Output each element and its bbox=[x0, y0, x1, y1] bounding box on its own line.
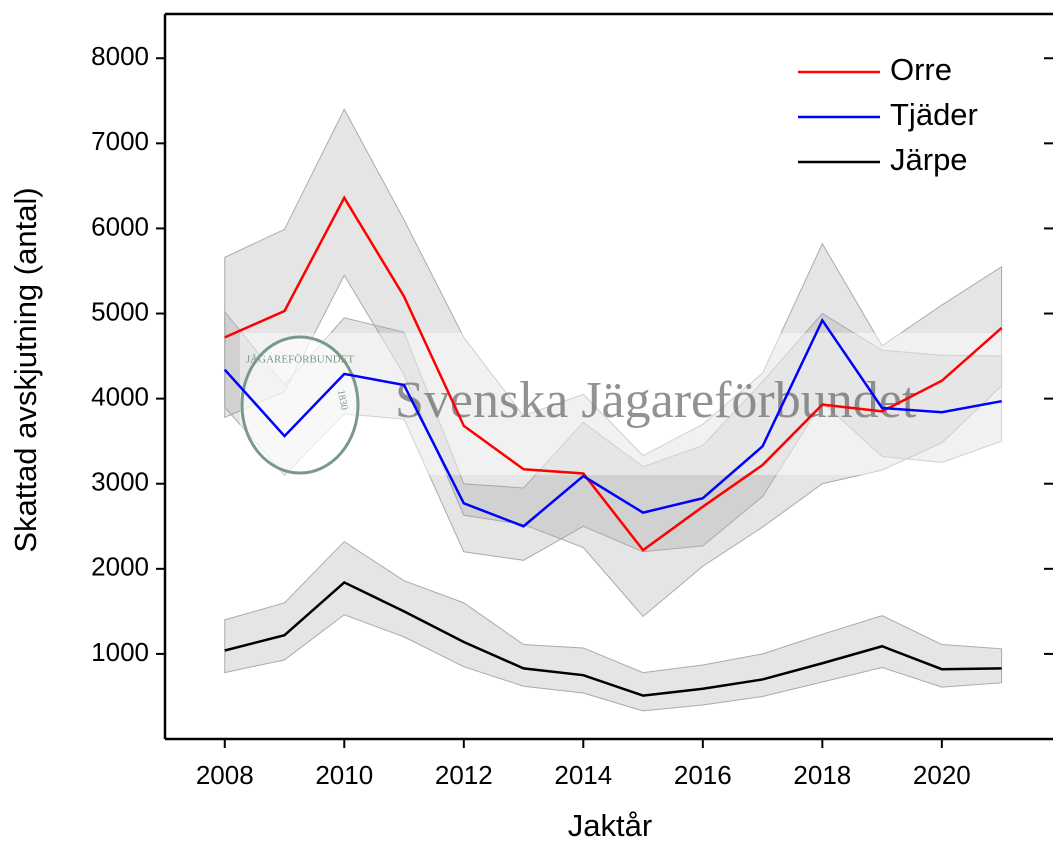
watermark-logo-year: 1830 bbox=[335, 389, 349, 411]
series-line bbox=[224, 580, 1002, 697]
x-tick-label: 2016 bbox=[674, 760, 732, 790]
x-axis-label: Jaktår bbox=[568, 808, 652, 843]
x-tick-label: 2014 bbox=[554, 760, 612, 790]
series-line bbox=[224, 195, 1003, 552]
legend-label: Järpe bbox=[890, 142, 968, 177]
x-tick-label: 2010 bbox=[315, 760, 373, 790]
x-tick-label: 2008 bbox=[196, 760, 254, 790]
watermark-text: Svenska Jägareförbundet bbox=[395, 372, 917, 429]
y-tick-label: 6000 bbox=[91, 211, 149, 241]
x-tick-label: 2018 bbox=[793, 760, 851, 790]
confidence-band bbox=[224, 310, 1003, 561]
y-tick-label: 5000 bbox=[91, 296, 149, 326]
y-tick-label: 2000 bbox=[91, 552, 149, 582]
legend-label: Orre bbox=[890, 52, 952, 87]
y-tick-label: 4000 bbox=[91, 381, 149, 411]
y-tick-label: 7000 bbox=[91, 126, 149, 156]
x-tick-label: 2012 bbox=[435, 760, 493, 790]
watermark-logo-text: JÄGAREFÖRBUNDET bbox=[246, 354, 354, 366]
watermark-band bbox=[240, 333, 1010, 475]
series-line bbox=[223, 317, 1002, 528]
legend-label: Tjäder bbox=[890, 97, 978, 132]
watermark: JÄGAREFÖRBUNDET 1830 Svenska Jägareförbund… bbox=[240, 333, 1010, 475]
x-tick-label: 2020 bbox=[913, 760, 971, 790]
y-tick-label: 3000 bbox=[91, 467, 149, 497]
y-axis-label: Skattad avskjutning (antal) bbox=[8, 187, 43, 552]
watermark-logo bbox=[240, 335, 360, 475]
y-tick-label: 8000 bbox=[91, 41, 149, 71]
y-tick-label: 1000 bbox=[91, 637, 149, 667]
